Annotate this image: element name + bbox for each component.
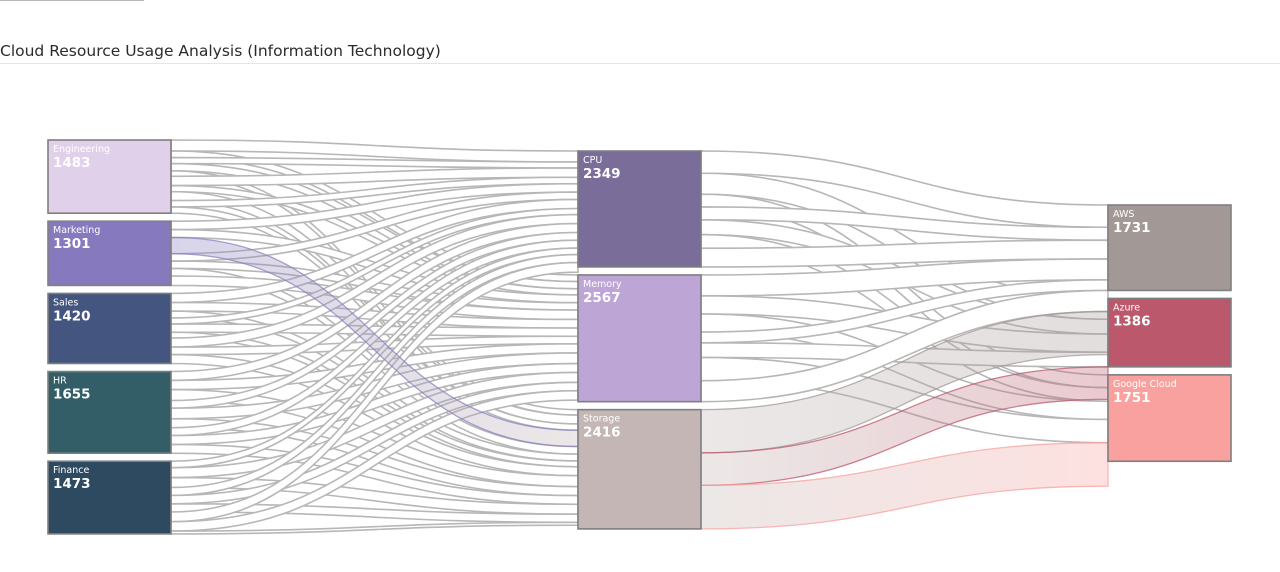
node-value-eng: 1483	[53, 155, 91, 171]
node-label-fin: Finance	[53, 465, 89, 476]
node-value-gcp: 1751	[1113, 390, 1151, 406]
top-divider	[0, 0, 144, 1]
node-rect-azure	[1107, 297, 1232, 368]
node-value-hr: 1655	[53, 387, 91, 403]
node-value-sto: 2416	[583, 425, 621, 441]
link-sto-gcp	[700, 442, 1109, 530]
node-label-mem: Memory	[583, 279, 622, 290]
node-label-hr: HR	[53, 376, 67, 387]
node-value-azure: 1386	[1113, 313, 1151, 329]
node-value-sales: 1420	[53, 308, 91, 324]
node-rect-sto	[577, 408, 702, 530]
node-label-mkt: Marketing	[53, 225, 100, 236]
node-value-mem: 2567	[583, 290, 621, 306]
node-label-azure: Azure	[1113, 302, 1140, 313]
node-label-eng: Engineering	[53, 144, 110, 155]
node-rect-gcp	[1107, 374, 1232, 463]
node-label-cpu: CPU	[583, 155, 602, 166]
node-value-mkt: 1301	[53, 236, 91, 252]
node-label-gcp: Google Cloud	[1113, 379, 1177, 390]
node-label-sto: Storage	[583, 414, 620, 425]
node-value-cpu: 2349	[583, 166, 621, 182]
node-value-fin: 1473	[53, 476, 91, 492]
title-divider	[0, 63, 1280, 64]
node-rect-cpu	[577, 150, 702, 268]
node-rect-hr	[47, 370, 172, 455]
node-rect-sales	[47, 292, 172, 365]
node-label-sales: Sales	[53, 297, 78, 308]
link-fin-cpu	[170, 261, 579, 523]
node-rect-fin	[47, 460, 172, 535]
node-rect-mkt	[47, 220, 172, 287]
highlight-link-layer	[170, 236, 1109, 530]
node-layer: Engineering1483Marketing1301Sales1420HR1…	[47, 139, 1232, 535]
node-label-aws: AWS	[1113, 209, 1134, 220]
node-value-aws: 1731	[1113, 220, 1151, 236]
node-rect-eng	[47, 139, 172, 215]
node-rect-aws	[1107, 204, 1232, 292]
node-rect-mem	[577, 274, 702, 403]
chart-title: Cloud Resource Usage Analysis (Informati…	[0, 42, 441, 60]
